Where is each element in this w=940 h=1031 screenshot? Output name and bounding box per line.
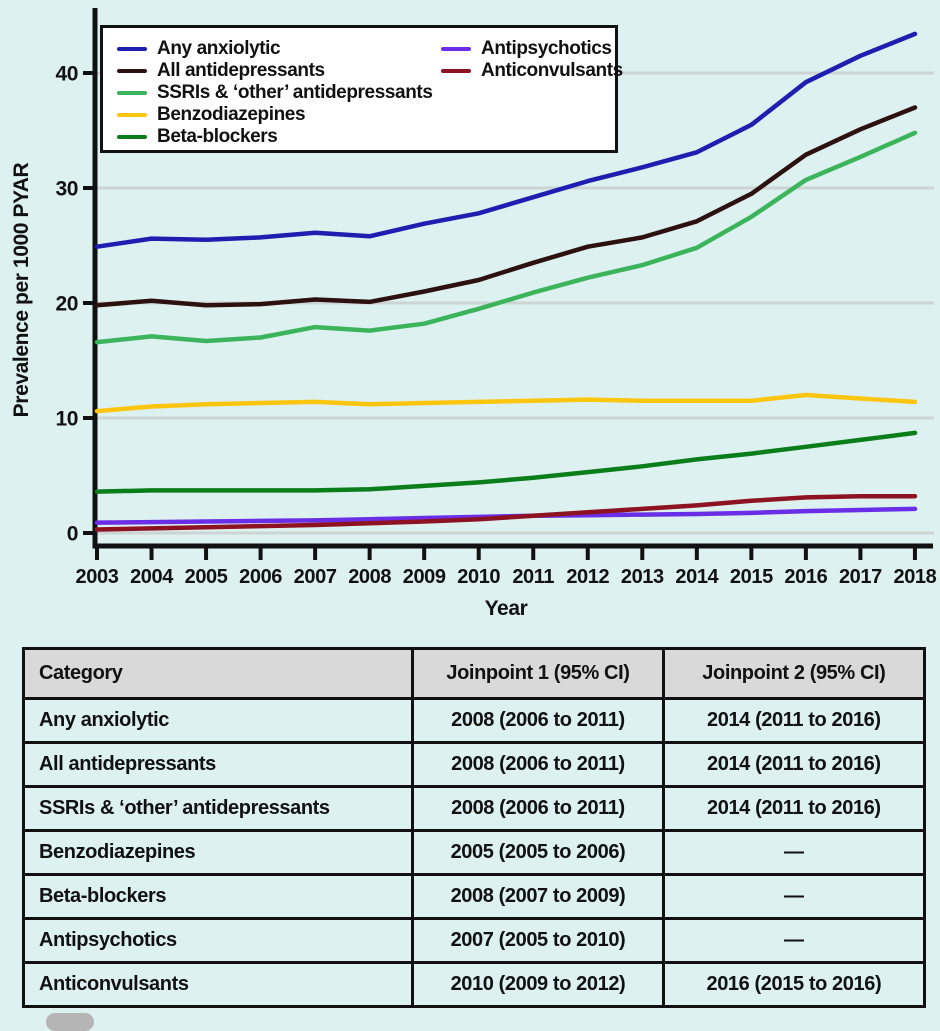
table-row: Beta-blockers 2008 (2007 to 2009) — [21,873,927,920]
table-cell-joinpoint-1: 2005 (2005 to 2006) [411,829,665,876]
table-cell-joinpoint-1: 2007 (2005 to 2010) [411,917,665,964]
x-tick-label-2009: 2009 [403,566,446,588]
y-tick-label-0: 0 [67,523,78,546]
table-cell-category: Antipsychotics [21,917,415,964]
table-header-cell: Category [21,647,415,700]
legend-item: Any anxiolytic [117,38,281,60]
x-tick-label-2016: 2016 [784,566,827,588]
table-cell-joinpoint-2: 2014 (2011 to 2016) [661,785,927,832]
table-row: All antidepressants 2008 (2006 to 2011) 20… [21,741,927,788]
table-cell-category: Beta-blockers [21,873,415,920]
table-cell-joinpoint-1: 2008 (2006 to 2011) [411,697,665,744]
y-tick-label-10: 10 [55,408,78,431]
legend-label: Beta-blockers [157,126,278,147]
table-row: Antipsychotics 2007 (2005 to 2010) — [21,917,927,964]
legend-swatch-icon [117,68,147,74]
y-tick-label-30: 30 [55,178,78,201]
table-cell-category: Benzodiazepines [21,829,415,876]
legend-item: SSRIs & ‘other’ antidepressants [117,82,433,104]
table-cell-joinpoint-2: 2016 (2015 to 2016) [661,961,927,1008]
joinpoint-table-body: Any anxiolytic 2008 (2006 to 2011) 2014 (2… [21,697,927,1008]
watermark-blob [46,1013,94,1031]
table-header-cell: Joinpoint 1 (95% CI) [411,647,665,700]
x-tick-label-2005: 2005 [185,566,228,588]
table-cell-category: Anticonvulsants [21,961,415,1008]
series-line-2 [94,105,918,308]
table-cell-joinpoint-1: 2010 (2009 to 2012) [411,961,665,1008]
table-cell-joinpoint-1: 2008 (2007 to 2009) [411,873,665,920]
x-tick-label-2014: 2014 [675,566,719,588]
table-header-cell: Joinpoint 2 (95% CI) [661,647,927,700]
x-tick-label-2007: 2007 [294,566,337,588]
table-cell-category: SSRIs & ‘other’ antidepressants [21,785,415,832]
x-tick-label-2017: 2017 [839,566,882,588]
series-line-3 [94,130,918,345]
legend-label: Anticonvulsants [481,60,623,81]
table-row: Benzodiazepines 2005 (2005 to 2006) — [21,829,927,876]
table-cell-joinpoint-2: 2014 (2011 to 2016) [661,697,927,744]
table-cell-category: Any anxiolytic [21,697,415,744]
prevalence-line-chart: 0 10 20 30 40 2003 2004 2005 2006 2007 2008 2009 201… [10,8,937,620]
table-row: Anticonvulsants 2010 (2009 to 2012) 2016 (… [21,961,927,1008]
table-cell-joinpoint-2: 2014 (2011 to 2016) [661,741,927,788]
series-line-7 [94,493,918,532]
x-axis-title: Year [485,597,528,620]
x-tick-label-2015: 2015 [730,566,773,588]
x-tick-label-2006: 2006 [239,566,282,588]
x-tick-label-2011: 2011 [512,566,554,588]
legend-item: Antipsychotics [441,38,612,60]
legend-label: Benzodiazepines [157,104,306,125]
legend-swatch-icon [117,112,147,118]
legend-item: All antidepressants [117,60,325,82]
legend-label: All antidepressants [157,60,325,81]
x-tick-label-2012: 2012 [566,566,609,588]
y-tick-label-40: 40 [55,63,78,86]
table-cell-joinpoint-1: 2008 (2006 to 2011) [411,785,665,832]
y-axis-title: Prevalence per 1000 PYAR [10,162,33,417]
table-row: SSRIs & ‘other’ antidepressants 2008 (200… [21,785,927,832]
legend-label: Antipsychotics [481,38,612,59]
legend-swatch-icon [117,90,147,96]
table-cell-category: All antidepressants [21,741,415,788]
series-line-4 [94,392,918,414]
joinpoint-table: Category Joinpoint 1 (95% CI) Joinpoint 2 … [21,647,927,1008]
x-tick-label-2013: 2013 [621,566,664,588]
legend-item: Anticonvulsants [441,60,623,82]
legend-swatch-icon [441,68,471,74]
x-tick-label-2004: 2004 [130,566,174,588]
x-tick-label-2018: 2018 [893,566,936,588]
x-tick-label-2008: 2008 [348,566,391,588]
x-tick-label-2003: 2003 [76,566,119,588]
table-row: Any anxiolytic 2008 (2006 to 2011) 2014 (2… [21,697,927,744]
table-cell-joinpoint-2: — [661,829,927,876]
legend-swatch-icon [441,46,471,52]
table-cell-joinpoint-1: 2008 (2006 to 2011) [411,741,665,788]
legend-item: Beta-blockers [117,126,278,148]
legend-item: Benzodiazepines [117,104,306,126]
series-line-5 [94,430,918,494]
x-tick-label-2010: 2010 [457,566,500,588]
table-cell-joinpoint-2: — [661,917,927,964]
legend-label: SSRIs & ‘other’ antidepressants [157,82,433,103]
legend-swatch-icon [117,46,147,52]
y-tick-label-20: 20 [55,293,78,316]
joinpoint-table-head: Category Joinpoint 1 (95% CI) Joinpoint 2 … [21,647,927,700]
table-header-row: Category Joinpoint 1 (95% CI) Joinpoint 2 … [21,647,927,700]
series-line-1 [94,31,918,249]
table-cell-joinpoint-2: — [661,873,927,920]
chart-legend: Any anxiolytic All antidepressants SSRIs &… [100,25,623,153]
legend-swatch-icon [117,134,147,140]
legend-label: Any anxiolytic [157,38,281,59]
